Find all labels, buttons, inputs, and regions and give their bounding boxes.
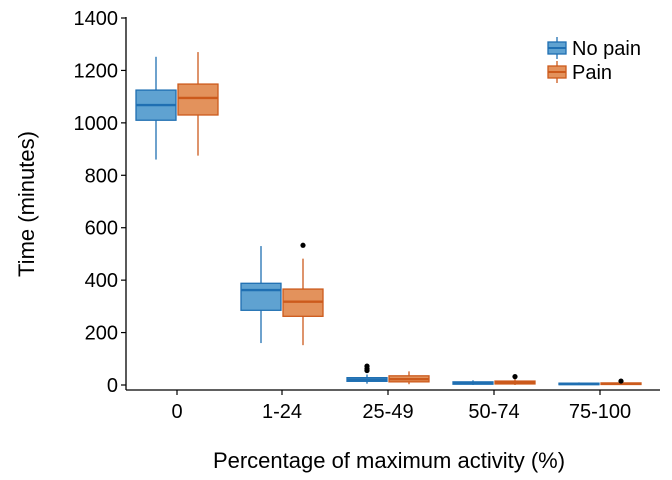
y-tick-label: 1400 [74,8,119,30]
box-pain-4 [600,378,642,386]
box-no-pain-0 [135,56,177,160]
x-axis-title: Percentage of maximum activity (%) [213,448,565,473]
plot-area [135,52,642,386]
outlier-point [300,242,306,248]
y-tick-label: 400 [85,270,118,292]
x-tick-label: 25-49 [362,401,413,423]
y-tick-label: 1200 [74,60,119,82]
legend-label: No pain [572,38,641,60]
y-tick-label: 200 [85,323,118,345]
box-body [240,282,282,311]
legend-item-pain: Pain [547,61,612,84]
box-pain-0 [177,52,219,156]
y-tick-label: 1000 [74,113,119,135]
y-tick-label: 0 [107,375,118,397]
outlier-point [364,363,370,369]
x-tick-label: 75-100 [569,401,631,423]
x-tick-label: 0 [171,401,182,423]
outlier-point [512,374,518,380]
x-tick-label: 50-74 [468,401,519,423]
x-tick-label: 1-24 [262,401,302,423]
box-no-pain-2 [346,363,388,384]
box-no-pain-1 [240,246,282,344]
box-pain-2 [388,371,430,385]
axes: 0 200 400 600 800 1000 1200 1400 0 1-24 25-49 50-74… [74,8,660,423]
y-axis-title: Time (minutes) [14,131,39,277]
box-pain-1 [282,242,324,346]
outlier-point [618,378,624,384]
box-no-pain-3 [452,380,494,385]
box-body [177,83,219,116]
legend-label: Pain [572,62,612,84]
y-tick-label: 600 [85,218,118,240]
legend-item-no-pain: No pain [547,37,641,60]
box-pain-3 [494,374,536,385]
box-no-pain-4 [558,382,600,386]
y-tick-label: 800 [85,165,118,187]
